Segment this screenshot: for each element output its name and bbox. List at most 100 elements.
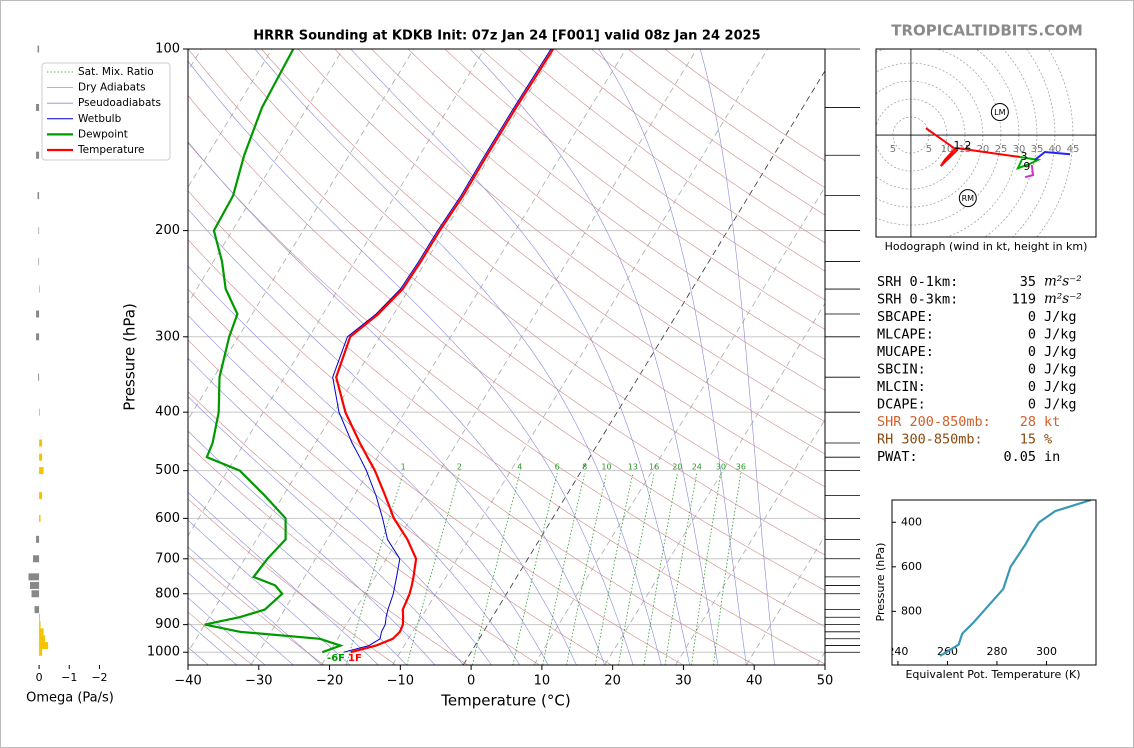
storm-motion-marker xyxy=(958,189,977,208)
thetae-line xyxy=(939,500,1092,657)
surface-label: -6F xyxy=(327,653,345,664)
dry-adiabat xyxy=(188,288,684,665)
dry-adiabat xyxy=(188,498,397,665)
isotherm xyxy=(462,70,825,665)
mixing-ratio-line xyxy=(542,473,586,665)
mixing-ratio-label: 2 xyxy=(457,463,462,472)
mixing-ratio-label: 20 xyxy=(672,463,682,472)
dry-adiabat xyxy=(444,49,825,330)
legend-box xyxy=(41,62,171,161)
legend-label: Temperature xyxy=(77,144,145,156)
dry-adiabat xyxy=(188,339,612,665)
mixing-ratio-line xyxy=(345,473,404,665)
mixing-ratio-label: 30 xyxy=(716,463,726,472)
y-tick-label: 200 xyxy=(155,223,180,238)
stat-value: 0 xyxy=(1028,379,1036,395)
omega-bar xyxy=(39,613,40,621)
omega-bar xyxy=(38,227,40,235)
y-tick-label: 1000 xyxy=(147,645,180,660)
y-axis-label: Pressure (hPa) xyxy=(121,303,139,411)
hodograph-line xyxy=(1034,150,1071,161)
stat-unit: % xyxy=(1044,432,1052,448)
stat-unit: J/kg xyxy=(1044,309,1077,325)
dry-adiabat xyxy=(407,49,825,361)
hodograph-frame xyxy=(875,48,1097,238)
omega-bar xyxy=(39,648,43,656)
isotherm xyxy=(745,534,825,665)
omega-bar xyxy=(36,310,40,318)
height-label: 2 xyxy=(964,139,971,152)
isotherm xyxy=(188,49,556,653)
y-tick-label: 500 xyxy=(155,463,180,478)
omega-bar xyxy=(39,635,46,643)
ring-label: 20 xyxy=(977,144,990,155)
mixing-ratio-line xyxy=(618,473,655,665)
ring-label: 40 xyxy=(1049,144,1062,155)
legend-label: Pseudoadiabats xyxy=(78,97,161,109)
omega-tick-label: −2 xyxy=(91,671,107,684)
y-tick-label: 700 xyxy=(155,551,180,566)
storm-motion-label: LM xyxy=(994,108,1005,117)
stat-label: SBCIN: xyxy=(877,362,926,378)
pseudoadiabat xyxy=(188,141,605,665)
profile-line xyxy=(335,49,555,654)
dry-adiabat xyxy=(188,554,325,665)
omega-bar xyxy=(33,555,40,563)
isotherm xyxy=(188,49,273,188)
mixing-ratio-label: 1 xyxy=(401,463,406,472)
dry-adiabat xyxy=(188,142,825,628)
pseudoadiabat xyxy=(188,572,294,665)
skewt-data xyxy=(204,49,555,654)
x-tick-label: −10 xyxy=(387,674,414,689)
mixing-ratio-line xyxy=(594,473,634,665)
dry-adiabat xyxy=(481,49,825,301)
mixing-ratio-line xyxy=(471,473,521,665)
pseudoadiabat xyxy=(188,430,436,665)
isotherm xyxy=(604,302,825,665)
stat-label: SRH 0-3km: xyxy=(877,292,958,308)
x-tick-label: −40 xyxy=(174,674,201,689)
y-tick-label: 900 xyxy=(155,617,180,632)
stat-label: MLCAPE: xyxy=(877,327,934,343)
hodograph-line xyxy=(925,127,1021,167)
x-tick-label: −30 xyxy=(245,674,272,689)
x-tick-label: 30 xyxy=(675,674,692,689)
omega-bar xyxy=(38,373,40,381)
omega-tick-label: −1 xyxy=(61,671,77,684)
omega-bar xyxy=(39,642,49,650)
dry-adiabat xyxy=(188,190,825,665)
omega-bar xyxy=(39,514,41,522)
dry-adiabat xyxy=(188,391,540,665)
y-tick-label: 100 xyxy=(155,42,180,57)
mixing-ratio-label: 24 xyxy=(692,463,702,472)
omega-bar xyxy=(39,492,43,500)
thetae-x-label: Equivalent Pot. Temperature (K) xyxy=(905,668,1080,681)
stat-value: 0 xyxy=(1028,327,1036,343)
isotherm xyxy=(533,186,825,665)
ring-label: 35 xyxy=(1031,144,1044,155)
omega-bar xyxy=(28,573,40,581)
thetae-y-tick-label: 800 xyxy=(901,604,922,617)
omega-bar xyxy=(30,581,40,589)
height-label: 9 xyxy=(1023,160,1030,173)
dry-adiabat xyxy=(224,49,825,521)
dry-adiabat xyxy=(188,49,825,556)
stat-value: 0 xyxy=(1028,309,1036,325)
pseudoadiabat xyxy=(188,546,322,665)
dry-adiabat xyxy=(188,94,825,591)
x-tick-label: 10 xyxy=(534,674,551,689)
ring-label: 5 xyxy=(926,144,932,155)
y-tick-label: 300 xyxy=(155,329,180,344)
stat-label: SBCAPE: xyxy=(877,309,934,325)
pseudoadiabat xyxy=(188,60,634,665)
omega-bar xyxy=(38,257,40,265)
mixing-ratio-label: 6 xyxy=(555,463,560,472)
mixing-ratio-label: 13 xyxy=(628,463,638,472)
stat-unit: m²s⁻² xyxy=(1044,274,1082,290)
height-label: 1 xyxy=(954,139,961,152)
stat-unit: kt xyxy=(1044,414,1060,430)
pseudoadiabat xyxy=(188,265,549,665)
omega-tick-label: 0 xyxy=(36,671,43,684)
mixing-ratio-label: 8 xyxy=(582,463,587,472)
dry-adiabat xyxy=(261,49,825,488)
